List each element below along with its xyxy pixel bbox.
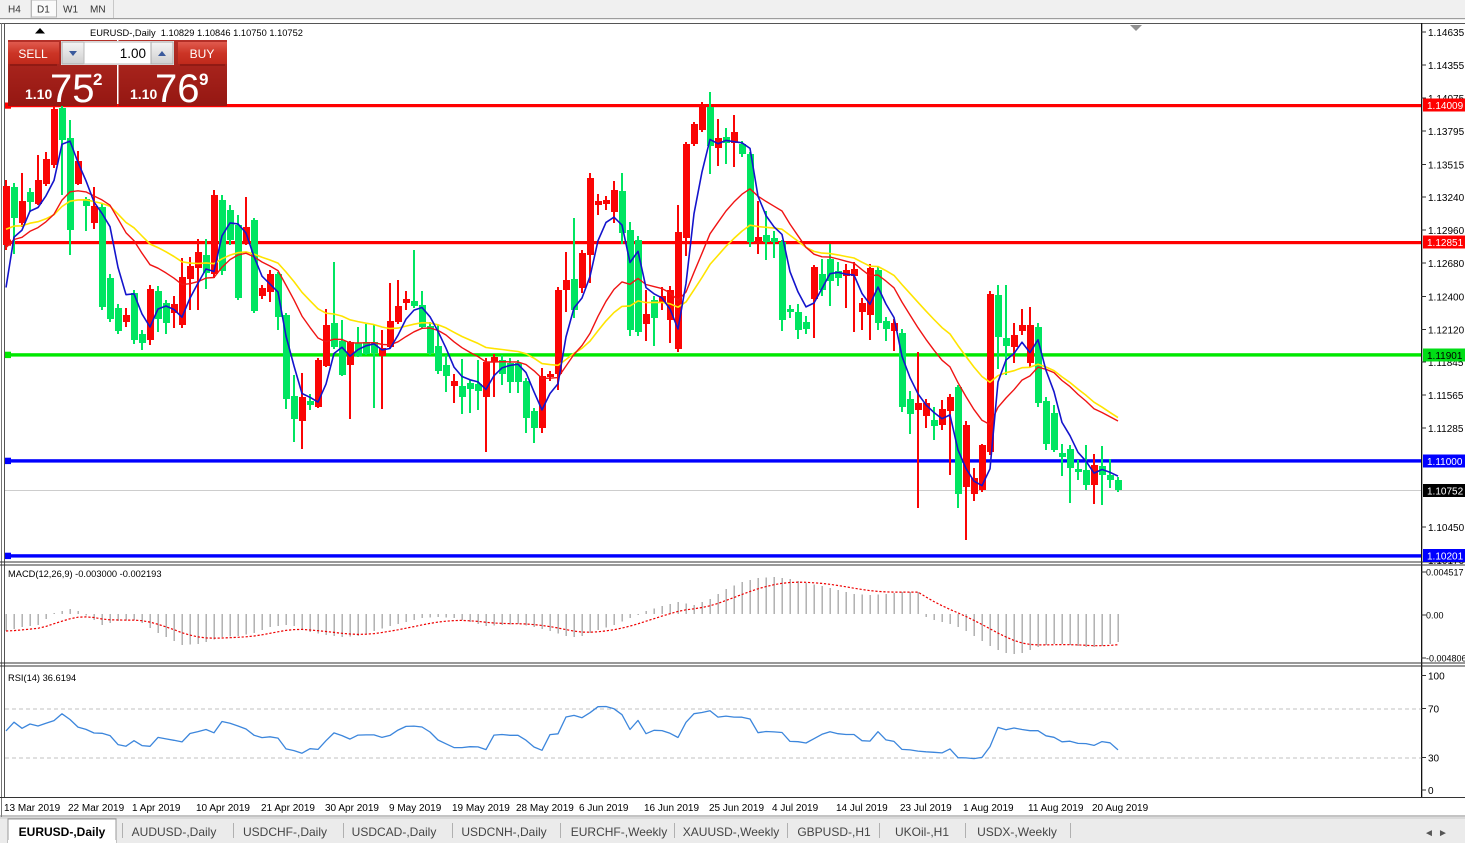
svg-text:MACD(12,26,9) -0.003000 -0.002: MACD(12,26,9) -0.003000 -0.002193 <box>8 569 162 579</box>
svg-text:1.13795: 1.13795 <box>1428 127 1465 138</box>
svg-text:76: 76 <box>155 67 200 111</box>
svg-text:9 May 2019: 9 May 2019 <box>389 803 442 814</box>
svg-text:1.00: 1.00 <box>120 46 146 61</box>
svg-text:1.10: 1.10 <box>130 86 157 102</box>
svg-text:21 Apr 2019: 21 Apr 2019 <box>261 803 315 814</box>
svg-text:1.13515: 1.13515 <box>1428 161 1465 172</box>
svg-text:1.10201: 1.10201 <box>1427 552 1464 563</box>
svg-text:13 Mar 2019: 13 Mar 2019 <box>4 803 61 814</box>
svg-text:30 Apr 2019: 30 Apr 2019 <box>325 803 379 814</box>
svg-text:UKOil-,H1: UKOil-,H1 <box>895 825 949 839</box>
svg-text:1 Apr 2019: 1 Apr 2019 <box>132 803 181 814</box>
svg-text:USDCHF-,Daily: USDCHF-,Daily <box>243 825 327 839</box>
svg-text:1 Aug 2019: 1 Aug 2019 <box>963 803 1014 814</box>
svg-text:1.14635: 1.14635 <box>1428 28 1465 39</box>
svg-text:1.12851: 1.12851 <box>1427 238 1464 249</box>
svg-text:1.13240: 1.13240 <box>1428 193 1465 204</box>
svg-text:1.10752: 1.10752 <box>1427 487 1464 498</box>
svg-text:GBPUSD-,H1: GBPUSD-,H1 <box>797 825 871 839</box>
svg-text:1.11565: 1.11565 <box>1428 391 1464 402</box>
svg-text:EURUSD-,Daily 1.10829 1.10846: EURUSD-,Daily 1.10829 1.10846 1.10750 1.… <box>90 28 303 38</box>
svg-text:1.12120: 1.12120 <box>1428 326 1465 337</box>
svg-text:70: 70 <box>1428 705 1440 716</box>
svg-text:MN: MN <box>90 5 106 16</box>
svg-text:H4: H4 <box>8 5 21 16</box>
svg-text:19 May 2019: 19 May 2019 <box>452 803 510 814</box>
svg-text:1.14355: 1.14355 <box>1428 61 1465 72</box>
svg-text:0.00: 0.00 <box>1426 611 1444 621</box>
svg-text:◄: ◄ <box>1424 828 1434 839</box>
svg-text:1.14009: 1.14009 <box>1427 101 1464 112</box>
svg-text:30: 30 <box>1428 754 1440 765</box>
svg-text:1.11901: 1.11901 <box>1427 351 1463 362</box>
svg-text:9: 9 <box>199 70 208 89</box>
svg-text:75: 75 <box>50 67 95 111</box>
svg-text:RSI(14) 36.6194: RSI(14) 36.6194 <box>8 673 76 683</box>
svg-text:USDCAD-,Daily: USDCAD-,Daily <box>352 825 437 839</box>
svg-text:-0.004806: -0.004806 <box>1426 654 1465 664</box>
svg-text:1.11000: 1.11000 <box>1427 457 1463 468</box>
svg-text:AUDUSD-,Daily: AUDUSD-,Daily <box>132 825 217 839</box>
svg-text:D1: D1 <box>37 5 50 16</box>
svg-text:14 Jul 2019: 14 Jul 2019 <box>836 803 888 814</box>
svg-text:1.12680: 1.12680 <box>1428 259 1465 270</box>
svg-text:2: 2 <box>93 70 102 89</box>
svg-text:1.12400: 1.12400 <box>1428 293 1465 304</box>
svg-text:►: ► <box>1438 828 1448 839</box>
svg-text:0: 0 <box>1428 786 1434 797</box>
svg-text:W1: W1 <box>63 5 78 16</box>
svg-text:EURCHF-,Weekly: EURCHF-,Weekly <box>571 825 667 839</box>
svg-text:SELL: SELL <box>18 47 48 61</box>
svg-text:28 May 2019: 28 May 2019 <box>516 803 574 814</box>
svg-text:1.11285: 1.11285 <box>1428 424 1464 435</box>
svg-text:EURUSD-,Daily: EURUSD-,Daily <box>19 825 106 839</box>
svg-text:22 Mar 2019: 22 Mar 2019 <box>68 803 125 814</box>
svg-text:25 Jun 2019: 25 Jun 2019 <box>709 803 764 814</box>
svg-text:11 Aug 2019: 11 Aug 2019 <box>1028 803 1084 814</box>
svg-text:4 Jul 2019: 4 Jul 2019 <box>772 803 819 814</box>
svg-text:1.11845: 1.11845 <box>1428 358 1464 369</box>
svg-text:USDCNH-,Daily: USDCNH-,Daily <box>461 825 546 839</box>
svg-text:0.004517: 0.004517 <box>1426 568 1464 578</box>
svg-text:16 Jun 2019: 16 Jun 2019 <box>644 803 699 814</box>
svg-text:XAUUSD-,Weekly: XAUUSD-,Weekly <box>683 825 779 839</box>
svg-text:10 Apr 2019: 10 Apr 2019 <box>196 803 250 814</box>
svg-text:BUY: BUY <box>190 47 215 61</box>
svg-text:23 Jul 2019: 23 Jul 2019 <box>900 803 952 814</box>
svg-text:20 Aug 2019: 20 Aug 2019 <box>1092 803 1149 814</box>
svg-text:6 Jun 2019: 6 Jun 2019 <box>579 803 629 814</box>
svg-text:USDX-,Weekly: USDX-,Weekly <box>977 825 1057 839</box>
svg-text:100: 100 <box>1428 672 1445 683</box>
svg-text:1.10: 1.10 <box>25 86 52 102</box>
svg-text:1.10450: 1.10450 <box>1428 523 1465 534</box>
svg-text:1.12960: 1.12960 <box>1428 226 1465 237</box>
